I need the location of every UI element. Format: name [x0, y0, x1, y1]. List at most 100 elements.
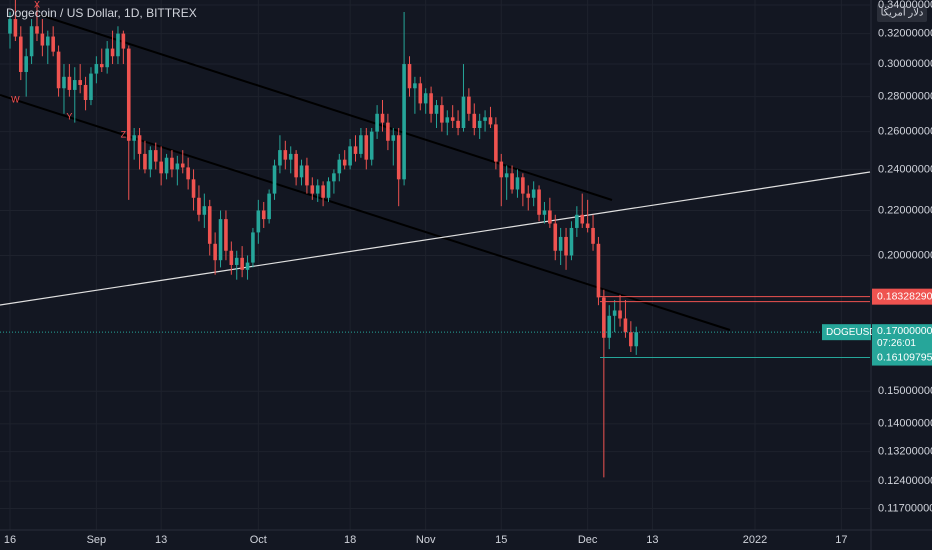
- candle-body: [531, 189, 536, 198]
- trend-line: [0, 94, 731, 331]
- candle-body: [472, 113, 477, 128]
- candle-body: [299, 165, 304, 178]
- candle-body: [342, 159, 347, 166]
- candle-body: [396, 135, 401, 180]
- candle-body: [353, 146, 358, 154]
- x-tick-label: 2022: [743, 534, 767, 546]
- symbol-label: DOGEUSD: [826, 327, 877, 338]
- candle-body: [294, 153, 298, 178]
- candle-body: [375, 113, 379, 132]
- x-tick-label: 13: [646, 534, 658, 546]
- annotation: X: [34, 0, 40, 9]
- candle-body: [607, 315, 612, 338]
- candle-body: [261, 210, 266, 220]
- candle-body: [456, 120, 460, 128]
- candle-body: [564, 236, 568, 256]
- candle-body: [440, 105, 444, 123]
- candle-body: [332, 173, 336, 182]
- candle-body: [143, 153, 147, 170]
- y-tick-label: 0.12400000: [878, 475, 932, 487]
- candle-body: [580, 214, 585, 224]
- candle-body: [224, 219, 228, 251]
- candle-body: [542, 210, 547, 215]
- y-tick-label: 0.26000000: [878, 126, 932, 138]
- candle-body: [413, 83, 417, 89]
- candle-body: [477, 120, 482, 128]
- x-tick-label: Dec: [578, 534, 598, 546]
- candle-body: [359, 135, 363, 154]
- candle-body: [105, 48, 109, 68]
- candle-body: [99, 64, 104, 68]
- x-tick-label: 16: [4, 534, 16, 546]
- candle-body: [180, 163, 185, 168]
- candle-body: [137, 135, 142, 154]
- candle-body: [494, 124, 498, 162]
- candle-body: [591, 227, 595, 244]
- candle-body: [337, 159, 342, 174]
- candle-body: [35, 26, 39, 34]
- x-tick-label: Sep: [87, 534, 107, 546]
- candle-body: [612, 310, 617, 316]
- price-label: 0.18328290: [877, 290, 932, 302]
- candle-body: [153, 150, 158, 162]
- candle-body: [288, 153, 293, 160]
- y-tick-label: 0.22000000: [878, 204, 932, 216]
- x-tick-label: 13: [155, 534, 167, 546]
- candle-body: [56, 51, 61, 89]
- candle-body: [213, 243, 217, 261]
- candle-body: [326, 181, 331, 198]
- candle-body: [434, 105, 439, 114]
- annotation: Z: [121, 130, 127, 140]
- candle-body: [380, 113, 385, 123]
- candle-body: [461, 96, 466, 128]
- candle-body: [596, 243, 601, 298]
- annotation: Y: [66, 112, 72, 122]
- price-badge: [872, 288, 932, 305]
- annotation: W: [11, 94, 20, 104]
- x-tick-label: Oct: [250, 534, 267, 546]
- candle-body: [116, 33, 120, 57]
- x-tick-label: 18: [344, 534, 356, 546]
- candle-body: [72, 80, 77, 90]
- trend-line: [39, 14, 613, 201]
- candle-body: [110, 48, 115, 57]
- candle-body: [186, 167, 190, 180]
- candle-body: [272, 165, 277, 194]
- candle-body: [521, 177, 525, 194]
- candle-body: [391, 135, 396, 141]
- candle-body: [315, 185, 320, 194]
- candle-body: [132, 135, 136, 141]
- candle-body: [553, 223, 558, 251]
- candle-body: [515, 177, 520, 190]
- candle-body: [488, 117, 493, 125]
- candle-body: [418, 83, 423, 104]
- candle-body: [310, 185, 315, 194]
- candle-body: [467, 96, 471, 114]
- candle-body: [89, 73, 93, 101]
- candle-body: [585, 223, 590, 228]
- price-label: 0.17000000: [877, 325, 932, 337]
- candle-body: [386, 122, 390, 141]
- currency-label: دلار آمریکا: [881, 6, 924, 19]
- y-tick-label: 0.20000000: [878, 249, 932, 261]
- candle-body: [245, 262, 250, 270]
- candle-body: [40, 33, 45, 46]
- candle-body: [602, 297, 606, 338]
- candle-body: [510, 173, 514, 190]
- y-tick-label: 0.32000000: [878, 27, 932, 39]
- candle-body: [423, 93, 428, 104]
- candle-body: [229, 250, 234, 265]
- candle-body: [267, 193, 271, 220]
- candle-body: [45, 36, 50, 46]
- candle-body: [450, 117, 455, 121]
- candle-body: [278, 150, 282, 166]
- currency-badge: [877, 4, 927, 22]
- candle-body: [202, 206, 207, 215]
- candle-body: [407, 64, 412, 89]
- price-badge: [872, 349, 932, 366]
- candle-body: [51, 36, 55, 52]
- price-badge: [872, 324, 932, 351]
